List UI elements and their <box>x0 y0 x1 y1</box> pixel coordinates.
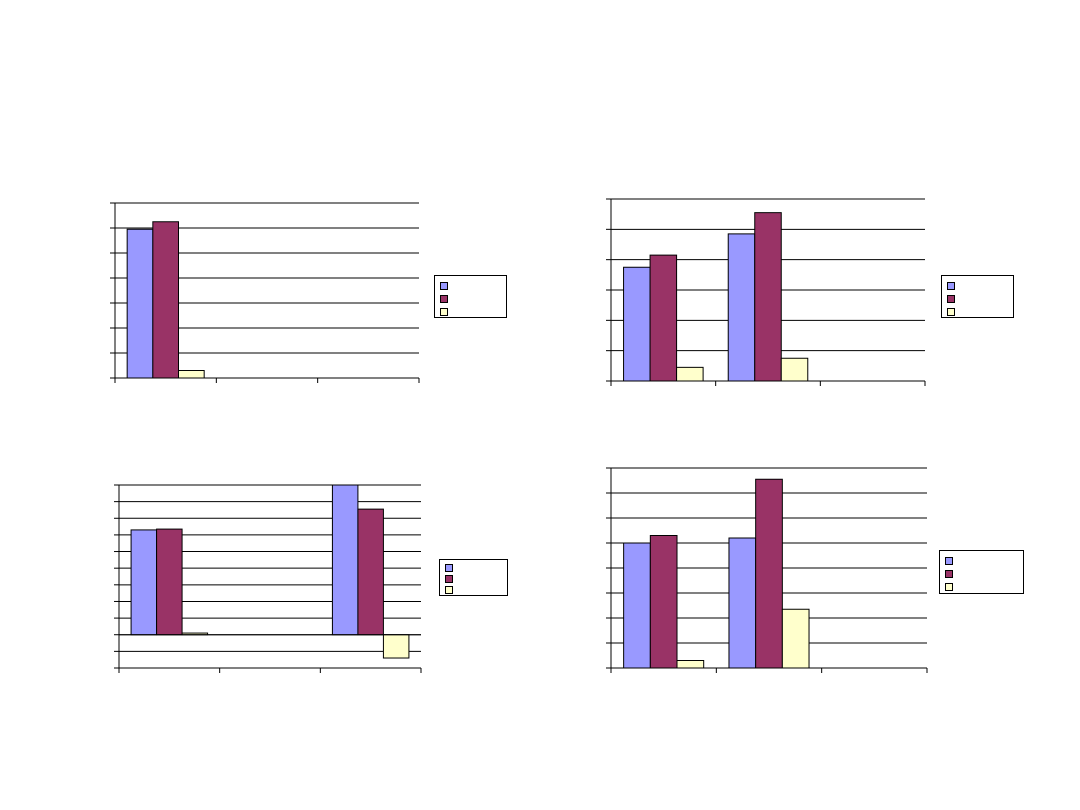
chart-2-legend <box>941 275 1014 318</box>
legend-swatch-series-3 <box>440 308 448 316</box>
legend-row <box>947 295 955 303</box>
legend-row <box>440 308 448 316</box>
legend-row <box>947 308 955 316</box>
bar-series-1-cat-1 <box>623 542 651 669</box>
legend-row <box>945 583 953 591</box>
legend-row <box>445 586 453 594</box>
legend-row <box>445 564 453 572</box>
bar-series-1-cat-1 <box>130 529 158 636</box>
legend-swatch-series-2 <box>947 295 955 303</box>
legend-swatch-series-2 <box>445 575 453 583</box>
legend-swatch-series-1 <box>947 282 955 290</box>
bar-series-1-cat-2 <box>728 537 757 669</box>
bar-series-2-cat-1 <box>152 221 180 379</box>
legend-swatch-series-2 <box>440 295 448 303</box>
bar-series-1-cat-1 <box>126 228 154 379</box>
bar-series-2-cat-1 <box>649 535 678 669</box>
legend-swatch-series-3 <box>947 308 955 316</box>
chart-3-legend <box>439 559 508 596</box>
legend-swatch-series-3 <box>945 583 953 591</box>
legend-row <box>947 282 955 290</box>
bar-series-2-cat-2 <box>755 478 783 669</box>
bar-series-2-cat-1 <box>156 528 183 636</box>
legend-swatch-series-1 <box>945 557 953 565</box>
legend-row <box>945 557 953 565</box>
legend-swatch-series-1 <box>440 282 448 290</box>
bar-series-1-cat-3 <box>331 484 359 636</box>
legend-swatch-series-2 <box>945 570 953 578</box>
legend-row <box>440 295 448 303</box>
bar-series-1-cat-1 <box>623 266 651 382</box>
chart-4-legend <box>939 550 1024 594</box>
legend-row <box>445 575 453 583</box>
bar-series-2-cat-2 <box>754 212 782 382</box>
legend-swatch-series-1 <box>445 564 453 572</box>
bar-series-1-cat-2 <box>727 233 756 382</box>
legend-row <box>440 282 448 290</box>
legend-swatch-series-3 <box>445 586 453 594</box>
bar-series-2-cat-1 <box>649 254 678 382</box>
chart-1-legend <box>434 275 507 318</box>
bar-series-3-cat-2 <box>781 608 810 669</box>
legend-row <box>945 570 953 578</box>
bar-series-3-cat-1 <box>676 660 705 669</box>
